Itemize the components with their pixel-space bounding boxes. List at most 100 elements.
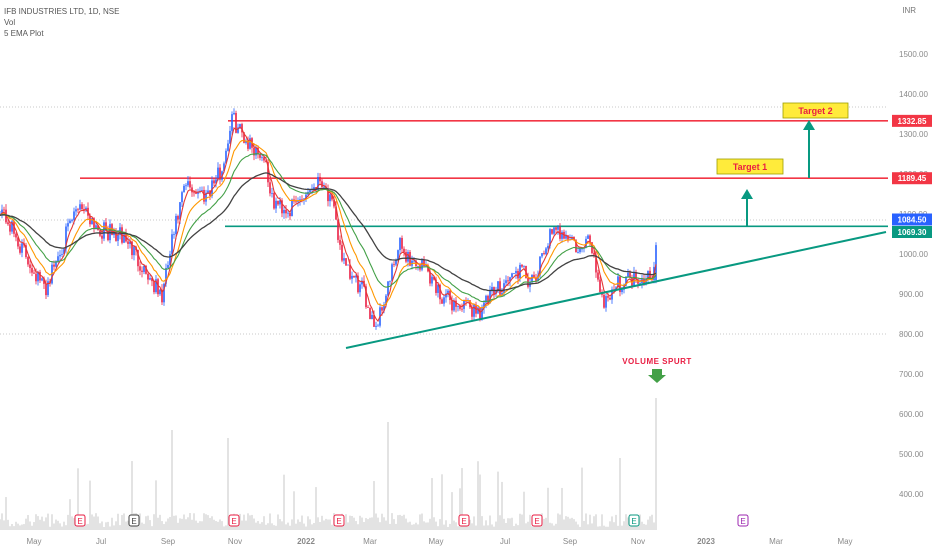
volume-bar [39, 519, 41, 530]
earnings-marker[interactable]: E [628, 514, 640, 527]
price-badge-bg [892, 226, 932, 238]
price-badge-4: 1069.30 [892, 226, 932, 238]
volume-bar [101, 521, 103, 530]
price-tick-label: 1400.00 [899, 90, 928, 99]
price-badge-1: 1332.85 [892, 114, 932, 127]
symbol-title[interactable]: IFB INDUSTRIES LTD, 1D, NSE [4, 7, 120, 16]
volume-bar [605, 526, 607, 530]
volume-bar [73, 518, 75, 530]
volume-bar [309, 519, 311, 530]
candle-body [539, 256, 541, 276]
volume-bar [553, 525, 555, 530]
volume-bar [209, 517, 211, 530]
candle-body [589, 235, 591, 243]
earnings-badge [737, 514, 749, 527]
volume-bar [155, 480, 157, 530]
volume-bar [99, 523, 101, 530]
volume-bar [499, 515, 501, 530]
ascending-trendline[interactable] [345, 231, 887, 349]
candle-body [369, 307, 371, 320]
volume-bar [269, 513, 271, 530]
earnings-marker[interactable]: E [458, 514, 470, 527]
volume-bar [93, 516, 95, 530]
candle-body [431, 276, 433, 284]
volume-bar [571, 517, 573, 530]
vol-indicator-label[interactable]: Vol [4, 18, 16, 27]
candle-body [37, 271, 39, 282]
volume-bar [181, 518, 183, 530]
volume-bar [501, 481, 503, 530]
volume-bar [9, 526, 11, 530]
volume-bar [307, 516, 309, 530]
volume-bar [451, 492, 453, 530]
volume-bar [295, 523, 297, 530]
ema-indicator-label[interactable]: 5 EMA Plot [4, 29, 44, 38]
volume-bar [599, 526, 601, 530]
volume-bar [621, 525, 623, 530]
volume-bar [579, 526, 581, 530]
earnings-letter: E [631, 517, 636, 526]
volume-bar [187, 517, 189, 530]
volume-bar [529, 514, 531, 530]
candle-body [137, 249, 139, 267]
volume-bar [575, 521, 577, 530]
candle-body [367, 307, 369, 308]
price-badge-bg [892, 172, 932, 185]
earnings-marker[interactable]: E [333, 514, 345, 527]
volume-bar [49, 526, 51, 530]
candle-body [635, 272, 637, 280]
target-1-arrow [741, 189, 753, 226]
candle-body [235, 112, 237, 133]
volume-bar [257, 521, 259, 530]
earnings-marker[interactable]: E [228, 514, 240, 527]
volume-bar [255, 522, 257, 530]
earnings-marker[interactable]: E [737, 514, 749, 527]
target-2-box[interactable]: Target 2 [782, 102, 849, 119]
candle-body [131, 241, 133, 256]
volume-bar [285, 524, 287, 530]
candle-body [615, 287, 617, 290]
volume-bar [531, 526, 533, 530]
candle-body [577, 252, 579, 253]
volume-bar [423, 521, 425, 530]
volume-bar [113, 525, 115, 530]
candle-body [223, 163, 225, 172]
volume-bar [87, 523, 89, 530]
candle-body [1, 209, 3, 216]
candle-body [31, 267, 33, 273]
volume-bar [241, 520, 243, 530]
candle-body [285, 209, 287, 214]
candle-body [593, 253, 595, 255]
volume-bar [585, 513, 587, 530]
candle-body [239, 124, 241, 128]
volume-bar [447, 526, 449, 530]
candle-body [395, 260, 397, 265]
candle-body [91, 218, 93, 225]
volume-bar [219, 519, 221, 530]
volume-bar [583, 520, 585, 530]
volume-bar [117, 513, 119, 530]
volume-bar [495, 521, 497, 530]
candle-body [387, 281, 389, 296]
earnings-marker[interactable]: E [74, 514, 86, 527]
candle-body [385, 295, 387, 305]
candle-body [393, 264, 395, 266]
candle-body [165, 267, 167, 284]
volume-bar [609, 521, 611, 530]
earnings-marker[interactable]: E [128, 514, 140, 527]
earnings-badge [228, 514, 240, 527]
candle-body [417, 265, 419, 267]
earnings-marker[interactable]: E [531, 514, 543, 527]
volume-bar [359, 515, 361, 530]
candle-body [425, 265, 427, 267]
candle-body [581, 248, 583, 250]
volume-bar [53, 523, 55, 530]
candle-body [75, 209, 77, 212]
candle-body [599, 279, 601, 292]
volume-bar [21, 524, 23, 530]
volume-bar [193, 513, 195, 530]
volume-bar [35, 514, 37, 530]
target-1-box[interactable]: Target 1 [716, 158, 784, 175]
